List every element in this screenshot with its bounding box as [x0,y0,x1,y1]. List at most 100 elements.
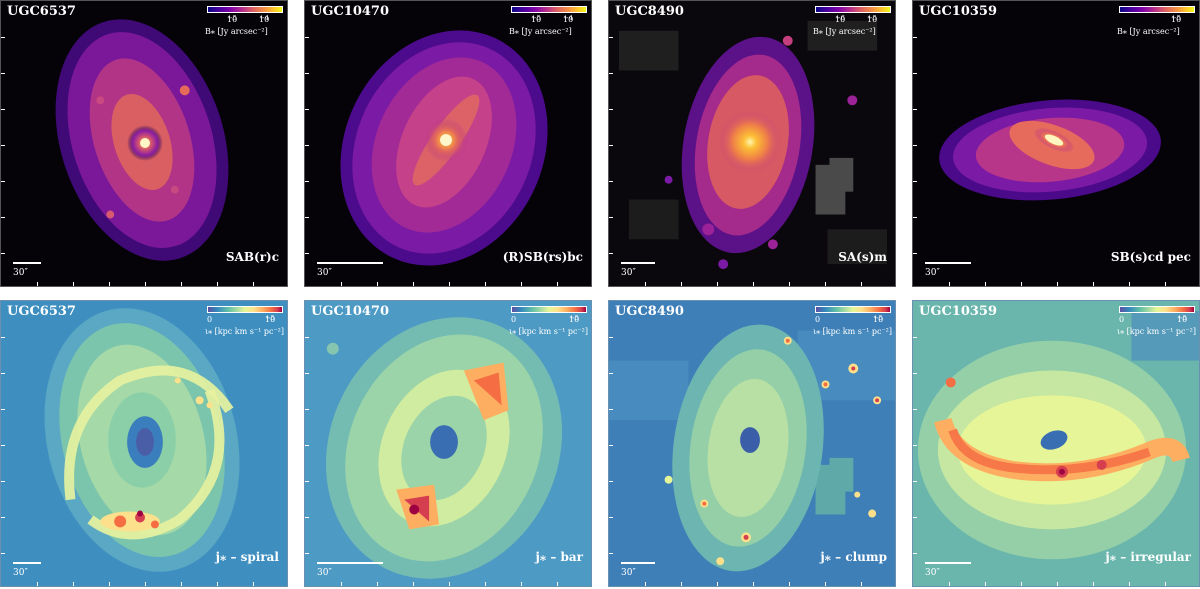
axis-tick [253,282,254,286]
scale-bar [13,562,41,564]
colorbar-strip [1119,306,1195,313]
galaxy-name: UGC10359 [919,304,998,319]
galaxy-image [305,1,591,286]
axis-tick [609,445,613,446]
axis-tick [1,253,5,254]
colorbar-strip [511,306,587,313]
colorbar: 0 10 −5 ι⁎ [kpc km s⁻¹ pc⁻²] [509,306,588,336]
axis-tick [609,181,613,182]
axis-tick [305,517,309,518]
axis-tick [217,282,218,286]
axis-tick [1,73,5,74]
axis-tick [109,282,110,286]
axis-tick [1129,582,1130,586]
axis-tick [825,582,826,586]
axis-tick [305,481,309,482]
axis-tick [609,109,613,110]
axis-tick [341,282,342,286]
axis-tick [485,282,486,286]
axis-tick [449,582,450,586]
axis-tick [645,582,646,586]
colorbar-strip [207,6,283,13]
axis-tick [1,145,5,146]
axis-tick [305,253,309,254]
axis-tick [609,373,613,374]
colorbar-unit: ι⁎ [kpc km s⁻¹ pc⁻²] [205,327,284,336]
axis-tick [377,582,378,586]
axis-tick [913,181,917,182]
scale-label: 30″ [621,268,636,278]
axis-tick [145,582,146,586]
colorbar-tick: 10 −5 [265,314,276,324]
panel-top-1: UGC6537 10 −5 10 −4 B⁎ [Jy arcsec⁻²] 30″ S… [0,0,288,287]
axis-tick [305,337,309,338]
colorbar-tick: 10 −5 [227,14,238,24]
colorbar: 10 −5 B⁎ [Jy arcsec⁻²] [1117,6,1195,36]
axis-tick [1,409,5,410]
axis-tick [1,481,5,482]
axis-tick [305,73,309,74]
panel-bottom-2: UGC10470 0 10 −5 ι⁎ [kpc km s⁻¹ pc⁻²] 30″… [304,300,592,587]
classification-label: j⁎ – spiral [215,550,279,564]
axis-tick [753,582,754,586]
classification-label: j⁎ – clump [820,550,887,564]
scale-label: 30″ [13,568,28,578]
colorbar-strip [815,306,891,313]
galaxy-name: UGC8490 [615,4,684,19]
axis-tick [1,337,5,338]
axis-tick [37,282,38,286]
axis-tick [37,582,38,586]
axis-tick [73,582,74,586]
axis-tick [1021,582,1022,586]
scale-label: 30″ [621,568,636,578]
colorbar: 0 10 −5 ι⁎ [kpc km s⁻¹ pc⁻²] [205,306,284,336]
galaxy-image [913,1,1199,286]
galaxy-name: UGC10470 [311,304,390,319]
scale-label: 30″ [13,268,28,278]
galaxy-name: UGC6537 [7,4,76,19]
axis-tick [717,582,718,586]
colorbar-strip [1119,6,1195,13]
axis-tick [913,73,917,74]
axis-tick [609,517,613,518]
axis-tick [913,445,917,446]
angular-momentum-map [305,301,591,586]
colorbar: 10 −6 10 −5 B⁎ [Jy arcsec⁻²] [813,6,891,36]
panel-bottom-4: UGC10359 0 10 −5 ι⁎ [kpc km s⁻¹ pc⁻²] 30″… [912,300,1200,587]
axis-tick [913,253,917,254]
colorbar-tick: 10 −4 [563,14,574,24]
galaxy-name: UGC10359 [919,4,998,19]
axis-tick [1,517,5,518]
axis-tick [449,282,450,286]
axis-tick [341,582,342,586]
colorbar-unit: ι⁎ [kpc km s⁻¹ pc⁻²] [813,327,892,336]
panel-bottom-3: UGC8490 0 10 −5 ι⁎ [kpc km s⁻¹ pc⁻²] 30″ … [608,300,896,587]
galaxy-name: UGC8490 [615,304,684,319]
colorbar: 0 10 −5 ι⁎ [kpc km s⁻¹ pc⁻²] [1117,306,1196,336]
colorbar-tick: 10 −5 [531,14,542,24]
axis-tick [609,337,613,338]
galaxy-name: UGC6537 [7,304,76,319]
colorbar-tick: 10 −5 [873,314,884,324]
axis-tick [861,282,862,286]
axis-tick [1129,282,1130,286]
axis-tick [789,582,790,586]
scale-bar [621,562,655,564]
axis-tick [913,553,917,554]
colorbar-tick: 10 −5 [867,14,878,24]
axis-tick [413,582,414,586]
axis-tick [913,145,917,146]
axis-tick [73,282,74,286]
colorbar: 10 −5 10 −4 B⁎ [Jy arcsec⁻²] [509,6,587,36]
axis-tick [305,181,309,182]
axis-tick [305,109,309,110]
classification-label: SB(s)cd pec [1110,250,1191,264]
axis-tick [913,409,917,410]
angular-momentum-map [1,301,287,586]
colorbar-unit: B⁎ [Jy arcsec⁻²] [509,27,572,36]
axis-tick [1093,282,1094,286]
axis-tick [485,582,486,586]
scale-label: 30″ [317,268,332,278]
axis-tick [1057,582,1058,586]
axis-tick [1057,282,1058,286]
